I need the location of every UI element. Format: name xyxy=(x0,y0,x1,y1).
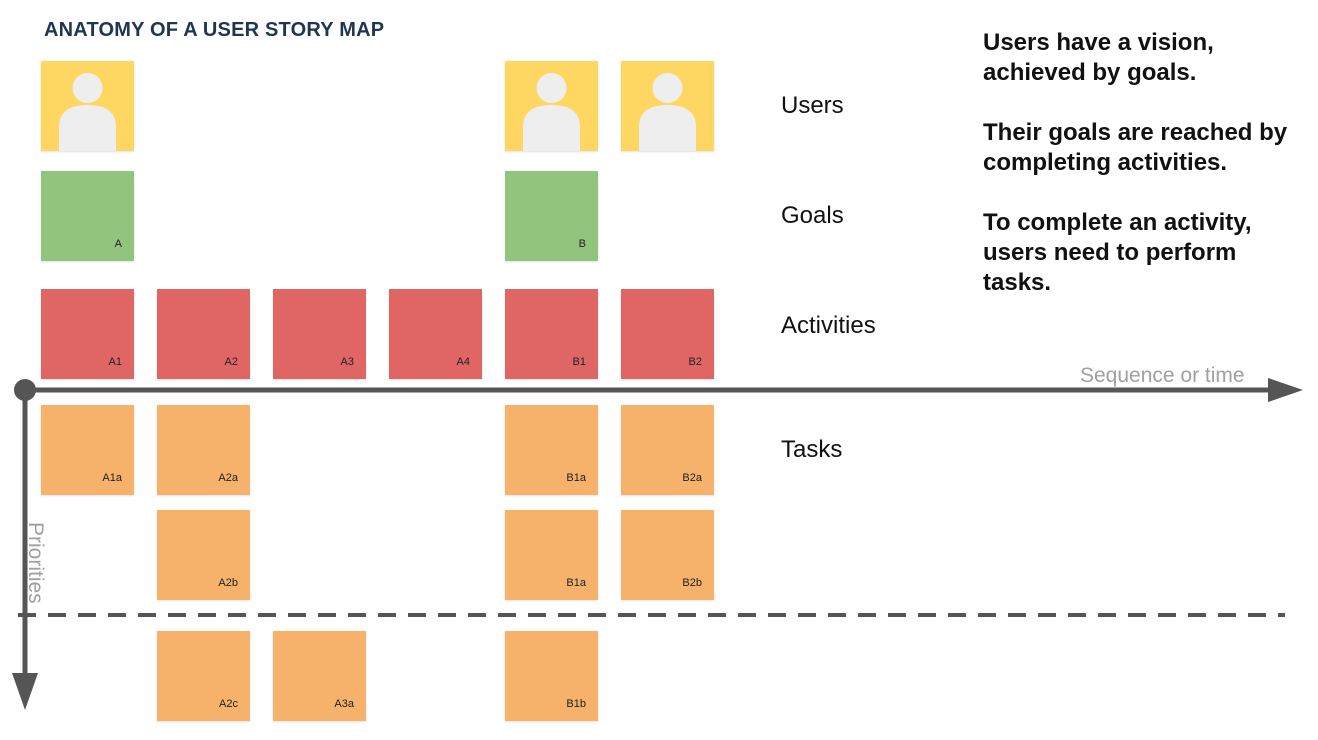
row-label-users: Users xyxy=(781,92,844,119)
card-code: A2b xyxy=(218,577,238,589)
card-code: B2a xyxy=(682,472,702,484)
user-card xyxy=(621,61,714,151)
card-code: B2 xyxy=(688,356,702,368)
card-code: B2b xyxy=(682,577,702,589)
goal-card-b: B xyxy=(505,171,598,261)
activity-card-a1: A1 xyxy=(41,289,134,379)
activity-card-b1: B1 xyxy=(505,289,598,379)
user-card xyxy=(505,61,598,151)
activity-card-a4: A4 xyxy=(389,289,482,379)
card-code: B xyxy=(578,238,586,250)
task-card-b1a-2: B1a xyxy=(505,510,598,600)
card-code: A3a xyxy=(334,698,354,710)
explanation-paragraph-1: Users have a vision, achieved by goals. xyxy=(983,29,1214,86)
task-card-b1b: B1b xyxy=(505,631,598,721)
diagram-title: ANATOMY OF A USER STORY MAP xyxy=(44,19,385,41)
explanation-paragraph-3: To complete an activity, users need to p… xyxy=(983,209,1252,296)
row-label-activities: Activities xyxy=(781,312,876,339)
card-code: A1 xyxy=(108,356,122,368)
card-code: A4 xyxy=(456,356,470,368)
task-card-a1a: A1a xyxy=(41,405,134,495)
card-code: A2c xyxy=(219,698,238,710)
card-code: A1a xyxy=(102,472,122,484)
row-label-tasks: Tasks xyxy=(781,436,843,463)
axis-origin-dot xyxy=(14,379,36,401)
priority-axis-arrowhead-icon xyxy=(12,673,38,710)
activity-card-a2: A2 xyxy=(157,289,250,379)
user-silhouette-icon xyxy=(639,73,696,151)
task-card-b2b: B2b xyxy=(621,510,714,600)
card-code: B1 xyxy=(572,356,586,368)
time-axis-label: Sequence or time xyxy=(1080,364,1245,387)
explanation-text: Users have a vision, achieved by goals. … xyxy=(983,28,1303,298)
explanation-paragraph-2: Their goals are reached by completing ac… xyxy=(983,119,1288,176)
row-label-goals: Goals xyxy=(781,202,844,229)
task-card-b2a: B2a xyxy=(621,405,714,495)
card-code: B1a xyxy=(566,577,586,589)
card-code: A3 xyxy=(340,356,354,368)
card-code: A2 xyxy=(224,356,238,368)
card-code: B1a xyxy=(566,472,586,484)
task-card-a2b: A2b xyxy=(157,510,250,600)
card-code: B1b xyxy=(566,698,586,710)
activity-card-a3: A3 xyxy=(273,289,366,379)
user-silhouette-icon xyxy=(523,73,580,151)
task-card-a3a: A3a xyxy=(273,631,366,721)
time-axis-arrowhead-icon xyxy=(1268,378,1303,402)
priority-axis-label: Priorities xyxy=(24,522,47,604)
task-card-a2c: A2c xyxy=(157,631,250,721)
user-silhouette-icon xyxy=(59,73,116,151)
user-card xyxy=(41,61,134,151)
goal-card-a: A xyxy=(41,171,134,261)
task-card-b1a: B1a xyxy=(505,405,598,495)
task-card-a2a: A2a xyxy=(157,405,250,495)
card-code: A xyxy=(114,238,122,250)
card-code: A2a xyxy=(218,472,238,484)
activity-card-b2: B2 xyxy=(621,289,714,379)
